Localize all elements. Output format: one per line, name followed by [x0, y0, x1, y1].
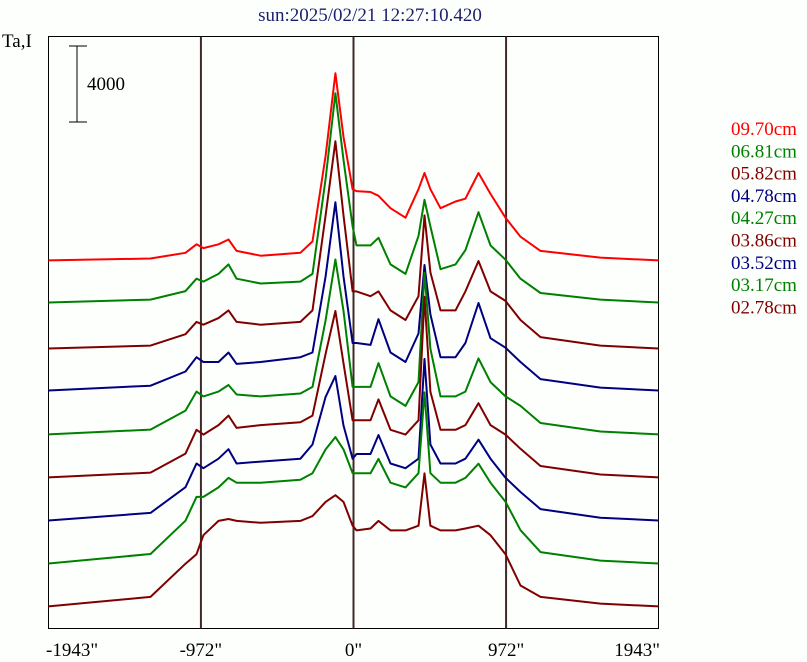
- scale-bar: 4000: [69, 45, 125, 123]
- legend-entry: 05.82cm: [731, 164, 797, 185]
- trace-05-82cm: [48, 140, 659, 350]
- legend-entry: 04.78cm: [731, 186, 797, 207]
- legend-entry: 02.78cm: [731, 297, 797, 318]
- x-tick-label: 1943": [614, 640, 660, 661]
- x-tick-label: 0": [345, 640, 362, 661]
- trace-04-27cm: [48, 258, 659, 436]
- trace-04-78cm: [48, 201, 659, 392]
- legend-entry: 06.81cm: [731, 141, 797, 162]
- legend-entry: 04.27cm: [731, 208, 797, 229]
- traces: [48, 72, 659, 608]
- legend: 09.70cm06.81cm05.82cm04.78cm04.27cm03.86…: [731, 119, 797, 318]
- trace-06-81cm: [48, 92, 659, 304]
- trace-09-70cm: [48, 72, 659, 262]
- legend-entry: 03.52cm: [731, 253, 797, 274]
- y-axis-label: Ta,I: [2, 31, 32, 52]
- chart-title: sun:2025/02/21 12:27:10.420: [258, 5, 482, 26]
- legend-entry: 03.17cm: [731, 275, 797, 296]
- x-tick-labels: -1943" -972" 0" 972" 1943": [46, 640, 660, 661]
- scale-bar-label: 4000: [87, 74, 125, 95]
- vertical-markers: [199, 36, 508, 629]
- legend-entry: 09.70cm: [731, 119, 797, 140]
- x-tick-label: -1943": [46, 640, 98, 661]
- trace-03-86cm: [48, 295, 659, 479]
- x-tick-label: -972": [180, 640, 223, 661]
- trace-03-52cm: [48, 357, 659, 522]
- trace-02-78cm: [48, 472, 659, 608]
- x-tick-label: 972": [488, 640, 524, 661]
- trace-03-17cm: [48, 391, 659, 565]
- legend-entry: 03.86cm: [731, 231, 797, 252]
